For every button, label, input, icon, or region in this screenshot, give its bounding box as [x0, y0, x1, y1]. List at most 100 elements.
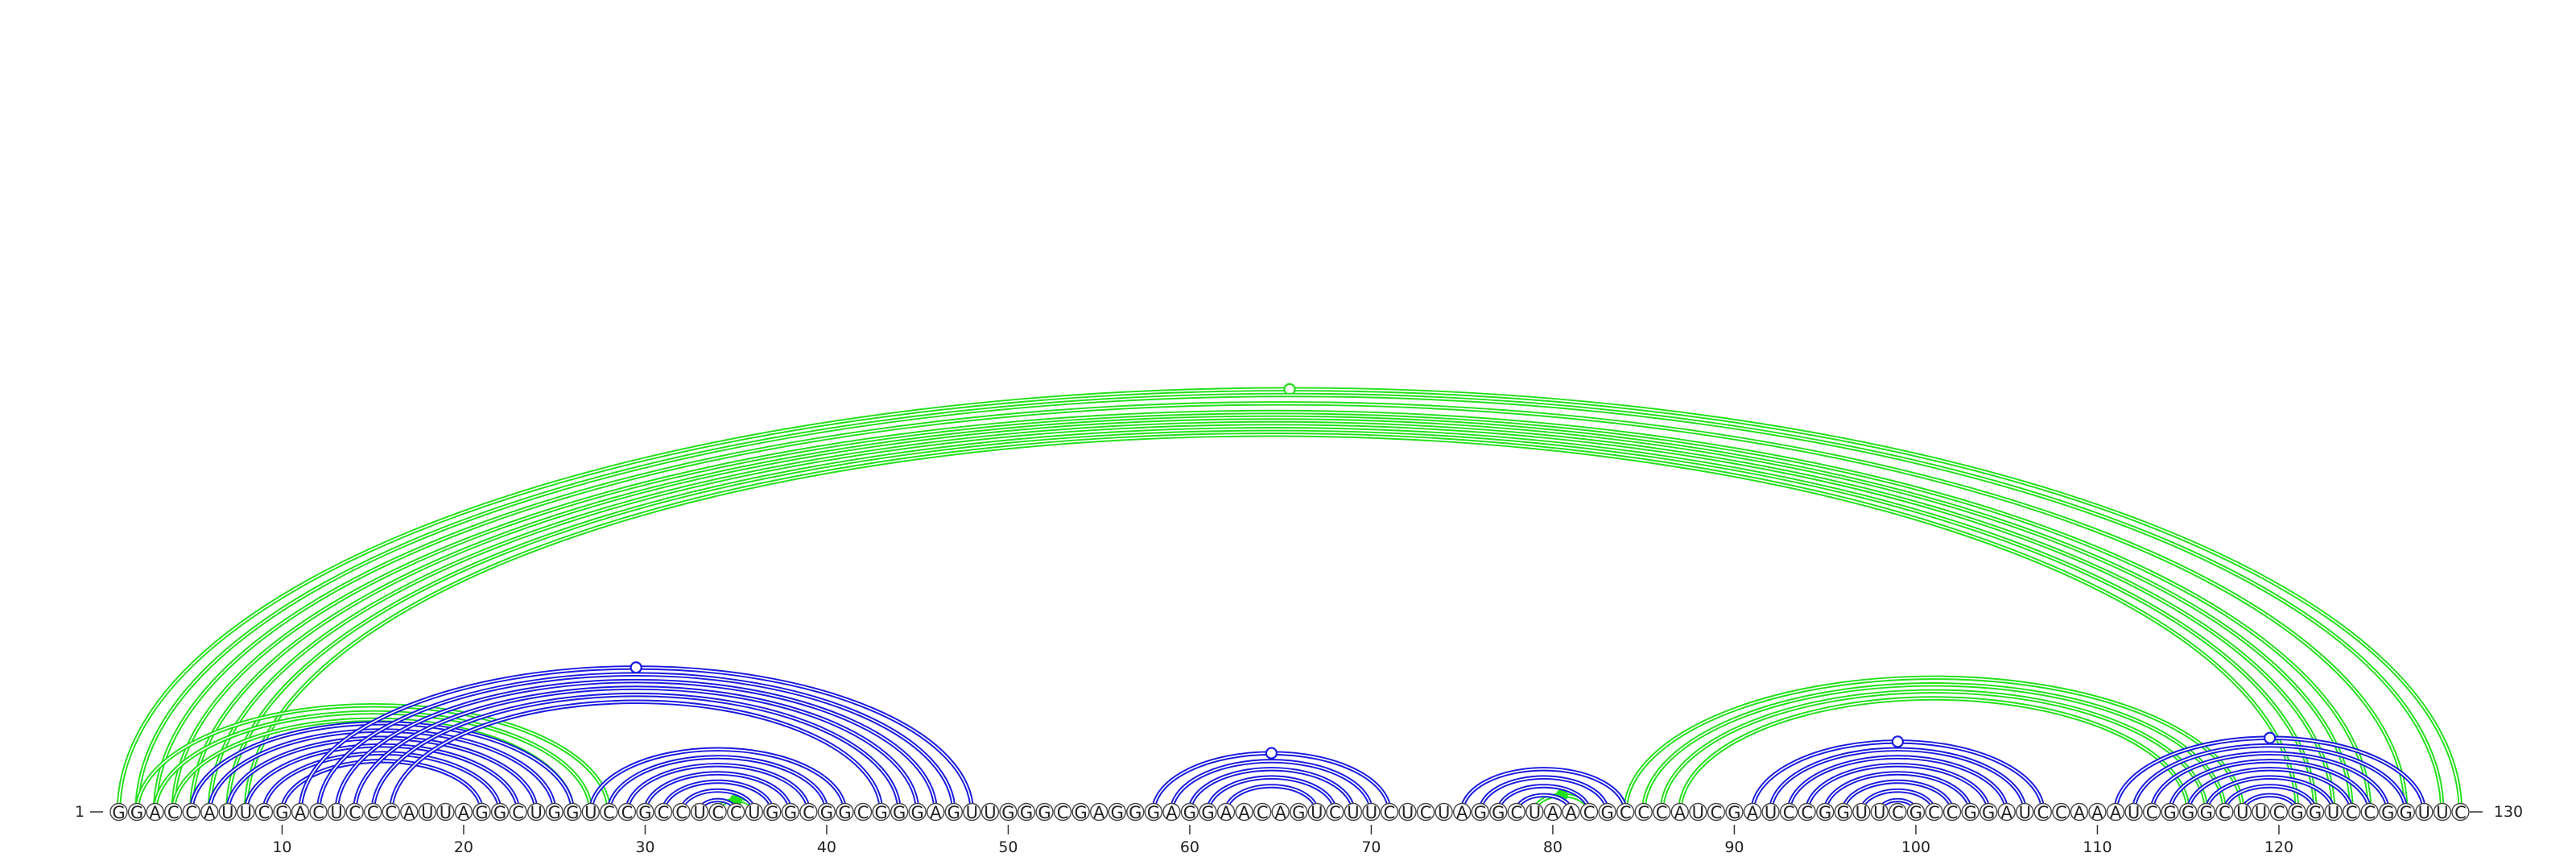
arc-core-76-83 — [1479, 776, 1608, 813]
nucleotide-103: G — [1961, 802, 1979, 822]
nucleotide-11: A — [291, 802, 310, 822]
svg-text:A: A — [1547, 803, 1559, 822]
svg-text:G: G — [1837, 803, 1850, 822]
arc-core-87-115 — [1679, 698, 2189, 813]
svg-text:G: G — [2309, 803, 2322, 822]
svg-text:A: A — [2110, 803, 2122, 822]
svg-text:A: A — [1565, 803, 1577, 822]
svg-text:C: C — [512, 803, 524, 822]
nucleotide-105: A — [1997, 802, 2016, 822]
svg-text:G: G — [1201, 803, 1214, 822]
svg-text:C: C — [803, 803, 815, 822]
tick-label-10: 10 — [272, 838, 291, 856]
nucleotide-95: G — [1815, 802, 1835, 822]
nucleotide-34: C — [708, 802, 727, 822]
arc-green-2-129 — [137, 395, 2442, 812]
arc-core-8-121 — [245, 433, 2298, 813]
arc-green-1-130 — [116, 387, 2463, 813]
nucleotide-84: C — [1616, 802, 1635, 822]
nucleotide-119: U — [2252, 802, 2270, 822]
svg-text:C: C — [367, 803, 379, 822]
nucleotide-8: U — [237, 802, 255, 822]
nucleotide-68: C — [1326, 802, 1344, 822]
svg-text:U: U — [584, 803, 597, 822]
nucleotide-55: A — [1089, 802, 1108, 822]
arc-core-13-46 — [336, 680, 937, 813]
arc-core-116-123 — [2205, 776, 2334, 813]
tick-label-70: 70 — [1361, 838, 1381, 856]
svg-text:G: G — [766, 803, 778, 822]
svg-text:C: C — [1801, 803, 1813, 822]
svg-text:C: C — [1892, 803, 1904, 822]
nucleotide-100: G — [1906, 802, 1926, 822]
nucleotide-126: G — [2379, 802, 2397, 822]
nucleotide-15: C — [364, 802, 382, 822]
svg-text:G: G — [2164, 803, 2177, 822]
svg-text:G: G — [1818, 803, 1831, 822]
nucleotide-121: G — [2288, 802, 2306, 822]
svg-text:G: G — [2290, 803, 2303, 822]
svg-text:A: A — [295, 803, 307, 822]
nucleotide-50: G — [999, 802, 1018, 822]
svg-text:C: C — [385, 803, 397, 822]
nucleotide-33: U — [690, 802, 709, 822]
nucleotide-94: C — [1798, 802, 1816, 822]
svg-text:A: A — [1674, 803, 1686, 822]
nucleotide-22: G — [490, 802, 510, 822]
arc-core-114-125 — [2169, 760, 2371, 813]
nucleotide-80: A — [1543, 802, 1563, 822]
nucleotide-60: G — [1180, 802, 1199, 822]
svg-text:G: G — [275, 803, 288, 822]
nucleotide-112: U — [2124, 802, 2143, 822]
svg-text:U: U — [693, 803, 705, 822]
nucleotide-101: C — [1925, 802, 1943, 822]
tick-label-80: 80 — [1543, 838, 1563, 856]
arc-core-84-118 — [1624, 677, 2244, 813]
svg-text:U: U — [2236, 803, 2248, 822]
svg-text:C: C — [1511, 803, 1523, 822]
svg-text:U: U — [2019, 803, 2031, 822]
svg-text:G: G — [1600, 803, 1613, 822]
svg-text:G: G — [1982, 803, 1995, 822]
nucleotide-29: C — [617, 802, 637, 822]
nucleotide-61: G — [1199, 802, 1217, 822]
svg-text:G: G — [1292, 803, 1305, 822]
nucleotide-40: G — [817, 802, 836, 822]
arc-core-97-101 — [1860, 789, 1935, 813]
arc-core-30-38 — [644, 772, 791, 813]
svg-text:C: C — [1711, 803, 1723, 822]
arc-core-117-122 — [2223, 785, 2316, 813]
nucleotide-43: G — [872, 802, 890, 822]
nucleotide-76: G — [1471, 802, 1489, 822]
arc-core-15-44 — [372, 693, 900, 813]
svg-text:G: G — [838, 803, 851, 822]
svg-text:U: U — [1347, 803, 1359, 822]
svg-text:U: U — [966, 803, 978, 822]
nucleotide-83: G — [1598, 802, 1616, 822]
nucleotide-90: G — [1725, 802, 1744, 822]
svg-text:G: G — [130, 803, 143, 822]
nucleotide-16: C — [382, 802, 400, 822]
nucleotide-82: C — [1579, 802, 1599, 822]
svg-text:C: C — [603, 803, 615, 822]
svg-text:U: U — [1692, 803, 1704, 822]
svg-text:U: U — [1438, 803, 1450, 822]
svg-text:C: C — [1620, 803, 1632, 822]
arc-core-3-127 — [154, 403, 2407, 813]
svg-text:C: C — [1783, 803, 1795, 822]
svg-text:G: G — [1075, 803, 1088, 822]
nucleotide-81: A — [1562, 802, 1580, 822]
arc-core-31-37 — [663, 780, 774, 813]
tick-label-120: 120 — [2264, 838, 2293, 856]
nucleotide-20: A — [454, 802, 473, 822]
nucleotide-13: U — [327, 802, 346, 822]
svg-text:U: U — [1856, 803, 1868, 822]
nucleotide-98: U — [1870, 802, 1889, 822]
svg-text:G: G — [548, 803, 561, 822]
svg-text:A: A — [2091, 803, 2103, 822]
tick-label-40: 40 — [817, 838, 836, 856]
nucleotide-79: U — [1525, 802, 1544, 822]
svg-text:G: G — [2381, 803, 2394, 822]
nucleotide-70: U — [1362, 802, 1381, 822]
nucleotide-4: C — [163, 802, 183, 822]
